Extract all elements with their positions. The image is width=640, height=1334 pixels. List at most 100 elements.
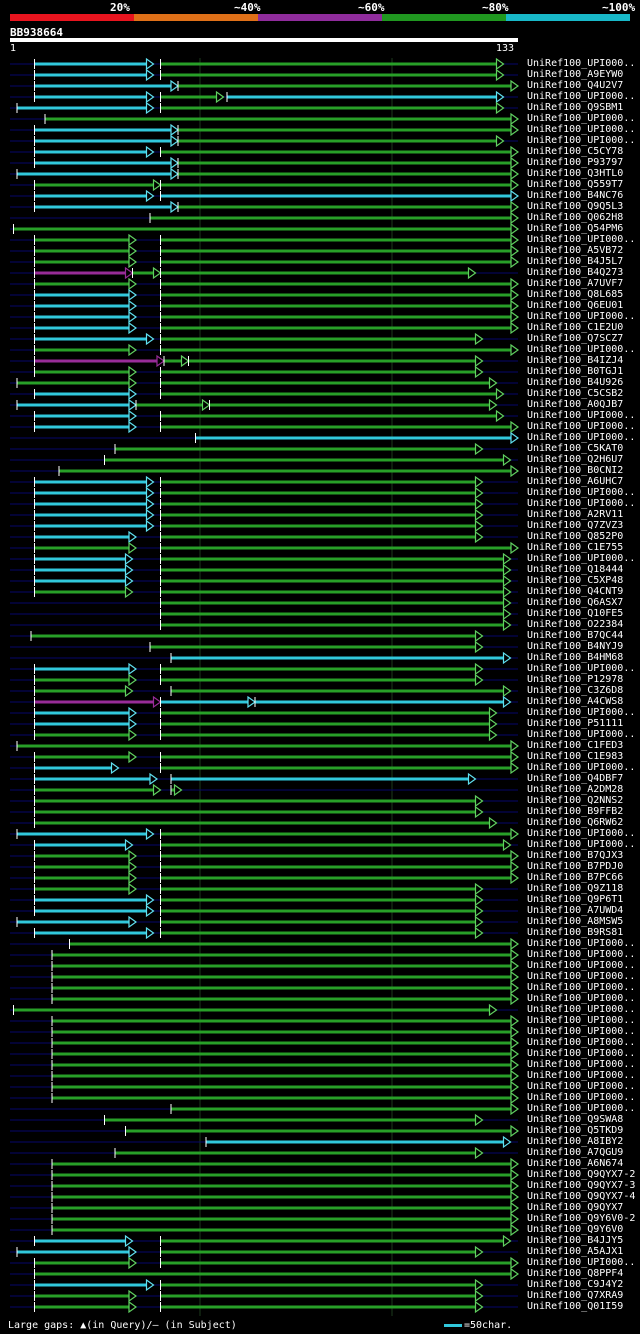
- hit-label[interactable]: UniRef100_B4JJY5: [527, 1235, 624, 1246]
- hit-label[interactable]: UniRef100_A6UHC7: [527, 476, 624, 487]
- hit-label[interactable]: UniRef100_Q4U2V7: [527, 80, 624, 91]
- hit-label[interactable]: UniRef100_Q9Q5L3: [527, 201, 624, 212]
- hit-label[interactable]: UniRef100_UPI000..: [527, 1257, 636, 1268]
- hit-label[interactable]: UniRef100_Q2NNS2: [527, 795, 624, 806]
- hit-label[interactable]: UniRef100_Q7SCZ7: [527, 333, 624, 344]
- hit-label[interactable]: UniRef100_Q9QYX7-2: [527, 1169, 636, 1180]
- hit-label[interactable]: UniRef100_C3Z6D8: [527, 685, 624, 696]
- hit-label[interactable]: UniRef100_B4NC76: [527, 190, 624, 201]
- hit-label[interactable]: UniRef100_UPI000..: [527, 839, 636, 850]
- hit-label[interactable]: UniRef100_Q9Z118: [527, 883, 624, 894]
- hit-label[interactable]: UniRef100_UPI000..: [527, 828, 636, 839]
- hit-label[interactable]: UniRef100_C5KAT0: [527, 443, 624, 454]
- hit-label[interactable]: UniRef100_UPI000..: [527, 707, 636, 718]
- hit-label[interactable]: UniRef100_UPI000..: [527, 663, 636, 674]
- hit-label[interactable]: UniRef100_UPI000..: [527, 938, 636, 949]
- hit-label[interactable]: UniRef100_UPI000..: [527, 1004, 636, 1015]
- hit-label[interactable]: UniRef100_UPI000..: [527, 344, 636, 355]
- hit-label[interactable]: UniRef100_C9J4Y2: [527, 1279, 624, 1290]
- hit-label[interactable]: UniRef100_B9RS81: [527, 927, 624, 938]
- hit-label[interactable]: UniRef100_UPI000..: [527, 553, 636, 564]
- hit-label[interactable]: UniRef100_C5CY78: [527, 146, 624, 157]
- hit-label[interactable]: UniRef100_B9FFB2: [527, 806, 624, 817]
- hit-label[interactable]: UniRef100_Q6ASX7: [527, 597, 624, 608]
- hit-label[interactable]: UniRef100_B7QJX3: [527, 850, 624, 861]
- hit-label[interactable]: UniRef100_Q3HTL0: [527, 168, 624, 179]
- hit-label[interactable]: UniRef100_B4Q273: [527, 267, 624, 278]
- hit-label[interactable]: UniRef100_UPI000..: [527, 949, 636, 960]
- hit-label[interactable]: UniRef100_Q8PPF4: [527, 1268, 624, 1279]
- hit-label[interactable]: UniRef100_UPI000..: [527, 498, 636, 509]
- hit-label[interactable]: UniRef100_UPI000..: [527, 234, 636, 245]
- hit-label[interactable]: UniRef100_C1E2U0: [527, 322, 624, 333]
- hit-label[interactable]: UniRef100_B0TGJ1: [527, 366, 624, 377]
- hit-label[interactable]: UniRef100_B4HM68: [527, 652, 624, 663]
- hit-label[interactable]: UniRef100_C1E983: [527, 751, 624, 762]
- hit-label[interactable]: UniRef100_UPI000..: [527, 124, 636, 135]
- hit-label[interactable]: UniRef100_UPI000..: [527, 1015, 636, 1026]
- hit-label[interactable]: UniRef100_Q9Y6V0-2: [527, 1213, 636, 1224]
- hit-label[interactable]: UniRef100_Q9Y6V0: [527, 1224, 624, 1235]
- hit-label[interactable]: UniRef100_Q852P0: [527, 531, 624, 542]
- hit-label[interactable]: UniRef100_C1FED3: [527, 740, 624, 751]
- hit-label[interactable]: UniRef100_A8IBY2: [527, 1136, 624, 1147]
- hit-label[interactable]: UniRef100_B7PDJ0: [527, 861, 624, 872]
- hit-label[interactable]: UniRef100_Q01I59: [527, 1301, 624, 1312]
- hit-label[interactable]: UniRef100_UPI000..: [527, 135, 636, 146]
- hit-label[interactable]: UniRef100_Q7ZVZ3: [527, 520, 624, 531]
- hit-label[interactable]: UniRef100_UPI000..: [527, 432, 636, 443]
- hit-label[interactable]: UniRef100_A5AJX1: [527, 1246, 624, 1257]
- hit-label[interactable]: UniRef100_UPI000..: [527, 993, 636, 1004]
- hit-label[interactable]: UniRef100_UPI000..: [527, 971, 636, 982]
- hit-label[interactable]: UniRef100_A0QJB7: [527, 399, 624, 410]
- hit-label[interactable]: UniRef100_UPI000..: [527, 1081, 636, 1092]
- hit-label[interactable]: UniRef100_UPI000..: [527, 982, 636, 993]
- hit-label[interactable]: UniRef100_Q4CNT9: [527, 586, 624, 597]
- hit-label[interactable]: UniRef100_A4CWS8: [527, 696, 624, 707]
- hit-label[interactable]: UniRef100_UPI000..: [527, 410, 636, 421]
- hit-label[interactable]: UniRef100_B7PC66: [527, 872, 624, 883]
- hit-label[interactable]: UniRef100_Q6RW62: [527, 817, 624, 828]
- hit-label[interactable]: UniRef100_UPI000..: [527, 58, 636, 69]
- hit-label[interactable]: UniRef100_B4NYJ9: [527, 641, 624, 652]
- hit-label[interactable]: UniRef100_P12978: [527, 674, 624, 685]
- hit-label[interactable]: UniRef100_Q9QYX7-4: [527, 1191, 636, 1202]
- hit-label[interactable]: UniRef100_A7QGU9: [527, 1147, 624, 1158]
- hit-label[interactable]: UniRef100_P51111: [527, 718, 624, 729]
- hit-label[interactable]: UniRef100_A5VB72: [527, 245, 624, 256]
- hit-label[interactable]: UniRef100_P93797: [527, 157, 624, 168]
- hit-label[interactable]: UniRef100_UPI000..: [527, 762, 636, 773]
- hit-label[interactable]: UniRef100_UPI000..: [527, 91, 636, 102]
- hit-label[interactable]: UniRef100_A2RV11: [527, 509, 624, 520]
- hit-label[interactable]: UniRef100_Q9QYX7-3: [527, 1180, 636, 1191]
- hit-label[interactable]: UniRef100_UPI000..: [527, 960, 636, 971]
- hit-label[interactable]: UniRef100_Q062H8: [527, 212, 624, 223]
- hit-label[interactable]: UniRef100_UPI000..: [527, 1037, 636, 1048]
- hit-label[interactable]: UniRef100_A9EYW0: [527, 69, 624, 80]
- hit-label[interactable]: UniRef100_Q18444: [527, 564, 624, 575]
- hit-label[interactable]: UniRef100_Q6EU01: [527, 300, 624, 311]
- hit-label[interactable]: UniRef100_Q8L685: [527, 289, 624, 300]
- hit-label[interactable]: UniRef100_C1E755: [527, 542, 624, 553]
- hit-label[interactable]: UniRef100_Q4DBF7: [527, 773, 624, 784]
- hit-label[interactable]: UniRef100_C5CSB2: [527, 388, 624, 399]
- hit-label[interactable]: UniRef100_B4J5L7: [527, 256, 624, 267]
- hit-label[interactable]: UniRef100_UPI000..: [527, 1048, 636, 1059]
- hit-label[interactable]: UniRef100_A8MSW5: [527, 916, 624, 927]
- hit-label[interactable]: UniRef100_UPI000..: [527, 1103, 636, 1114]
- hit-label[interactable]: UniRef100_UPI000..: [527, 113, 636, 124]
- hit-label[interactable]: UniRef100_Q7XRA9: [527, 1290, 624, 1301]
- hit-label[interactable]: UniRef100_Q10FE5: [527, 608, 624, 619]
- hit-label[interactable]: UniRef100_B7QC44: [527, 630, 624, 641]
- hit-label[interactable]: UniRef100_A2DM28: [527, 784, 624, 795]
- hit-label[interactable]: UniRef100_Q559T7: [527, 179, 624, 190]
- hit-label[interactable]: UniRef100_Q2H6U7: [527, 454, 624, 465]
- hit-label[interactable]: UniRef100_Q5TKD9: [527, 1125, 624, 1136]
- hit-label[interactable]: UniRef100_A6N674: [527, 1158, 624, 1169]
- hit-label[interactable]: UniRef100_A7UVF7: [527, 278, 624, 289]
- hit-label[interactable]: UniRef100_UPI000..: [527, 1026, 636, 1037]
- hit-label[interactable]: UniRef100_B0CNI2: [527, 465, 624, 476]
- hit-label[interactable]: UniRef100_UPI000..: [527, 421, 636, 432]
- hit-label[interactable]: UniRef100_Q9SWA8: [527, 1114, 624, 1125]
- hit-label[interactable]: UniRef100_UPI000..: [527, 729, 636, 740]
